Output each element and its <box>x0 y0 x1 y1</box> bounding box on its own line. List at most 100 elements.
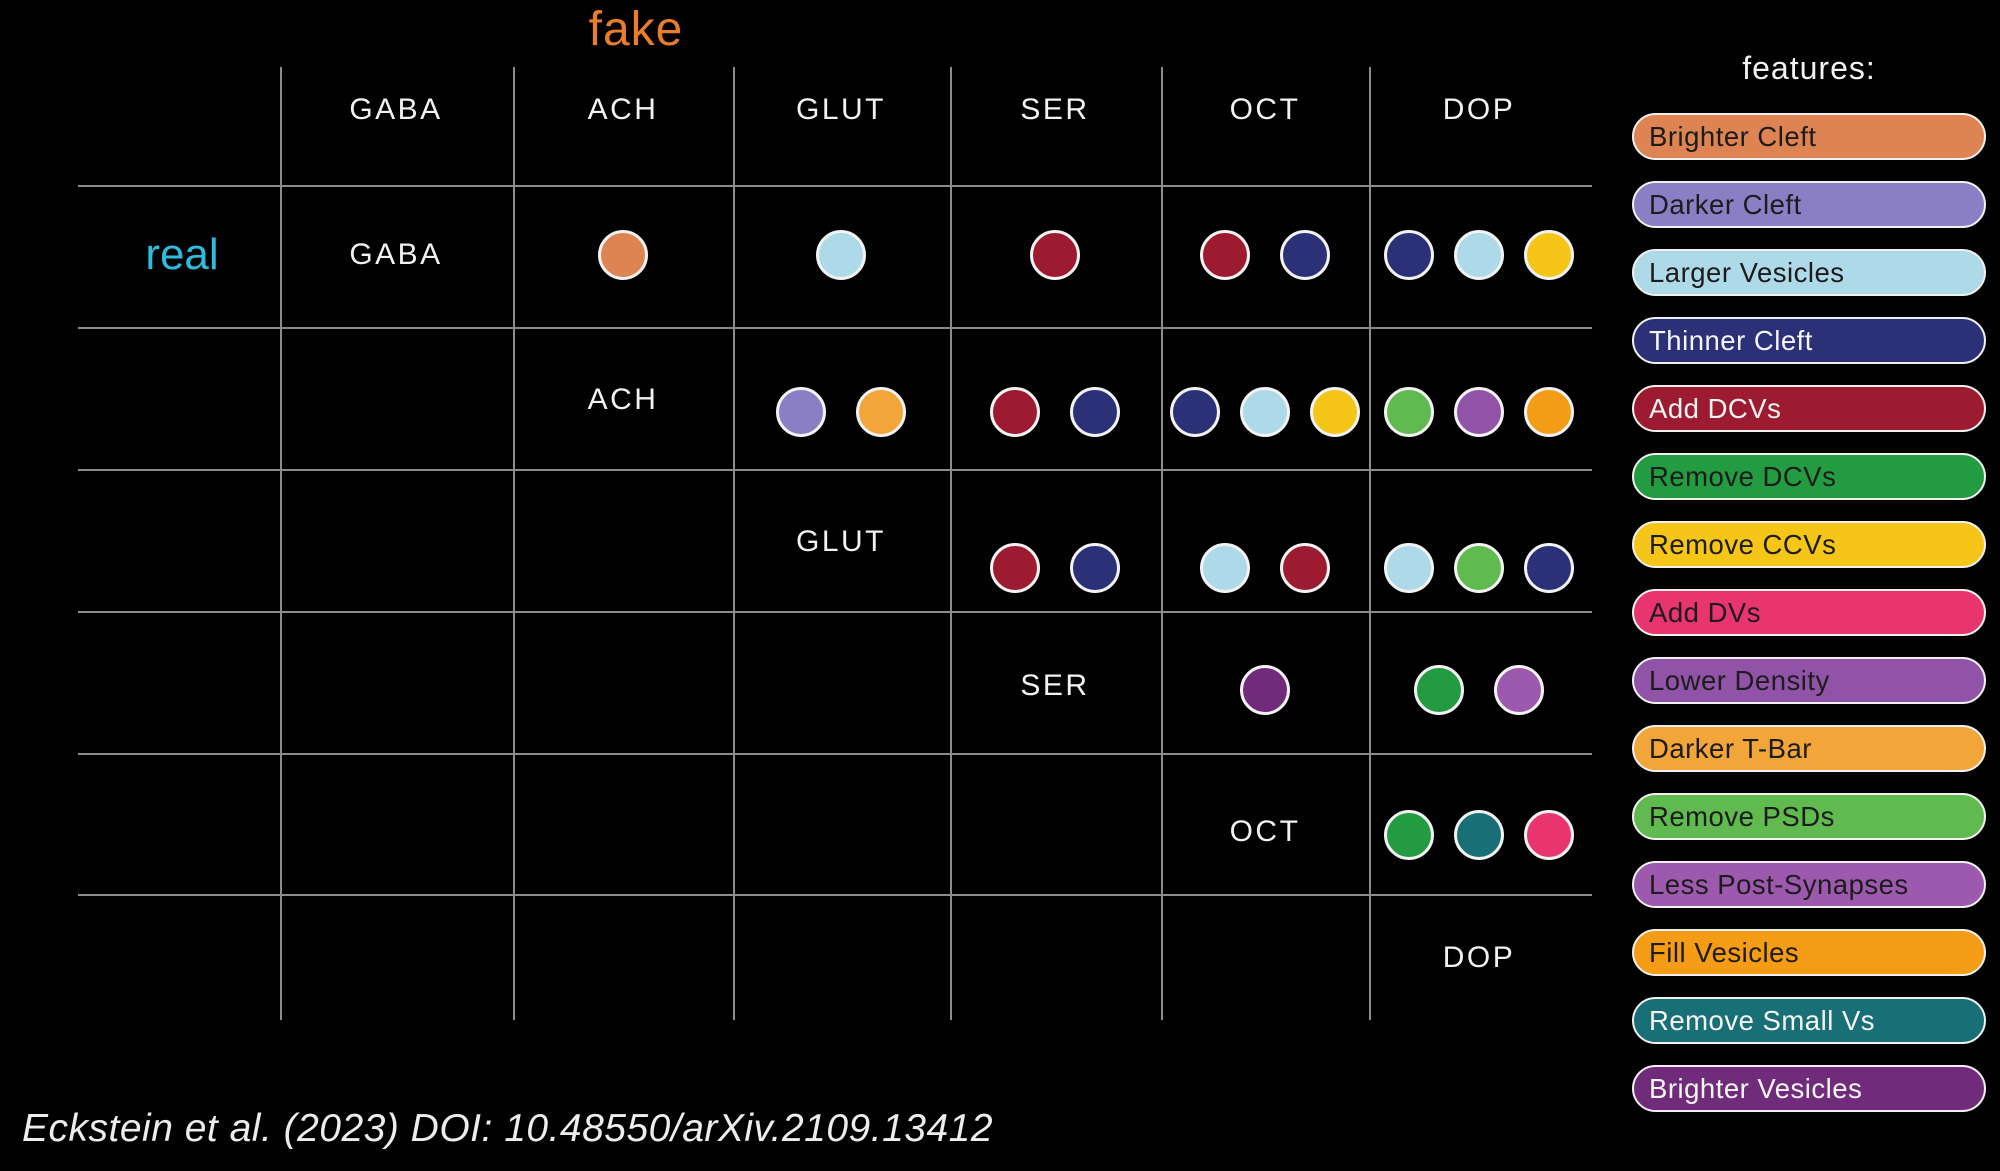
feature-dot <box>1524 810 1574 860</box>
grid-hline <box>78 327 1592 329</box>
legend-badge-label: Fill Vesicles <box>1649 936 1800 968</box>
feature-dot <box>1454 810 1504 860</box>
feature-dot <box>598 230 648 280</box>
legend-badge: Larger Vesicles <box>1632 249 1986 296</box>
feature-dot <box>856 387 906 437</box>
fake-class-label: OCT <box>1229 93 1301 126</box>
grid-vline <box>1369 67 1371 1020</box>
legend-badge: Less Post-Synapses <box>1632 861 1986 908</box>
legend-badge-label: Brighter Vesicles <box>1649 1072 1863 1104</box>
grid-hline <box>78 894 1592 896</box>
legend-badge-label: Remove CCVs <box>1649 528 1837 560</box>
feature-dot-group <box>990 543 1120 593</box>
fake-class-label: GABA <box>349 93 443 126</box>
citation-text: Eckstein et al. (2023) DOI: 10.48550/arX… <box>22 1107 994 1150</box>
legend-badge-label: Remove Small Vs <box>1649 1004 1876 1036</box>
real-axis-title: real <box>145 230 219 279</box>
feature-dot <box>816 230 866 280</box>
feature-dot <box>1070 387 1120 437</box>
grid-hline <box>78 611 1592 613</box>
legend-badge-label: Remove DCVs <box>1649 460 1837 492</box>
real-class-label: GABA <box>349 238 443 271</box>
grid-vline <box>513 67 515 1020</box>
feature-dot <box>990 543 1040 593</box>
feature-dot <box>1384 387 1434 437</box>
legend-badge: Brighter Vesicles <box>1632 1065 1986 1112</box>
real-class-label: ACH <box>587 383 659 416</box>
grid-vline <box>950 67 952 1020</box>
features-legend: features: Brighter Cleft Darker Cleft Larg… <box>1632 50 1986 1133</box>
feature-dot-group <box>1030 230 1080 280</box>
real-class-label: SER <box>1020 669 1090 702</box>
feature-dot <box>1524 543 1574 593</box>
real-class-label: DOP <box>1442 941 1516 974</box>
grid-vline <box>733 67 735 1020</box>
legend-badge-label: Add DVs <box>1649 596 1762 628</box>
legend-badge: Remove DCVs <box>1632 453 1986 500</box>
feature-dot-group <box>598 230 648 280</box>
legend-badge: Darker Cleft <box>1632 181 1986 228</box>
feature-dot-group <box>1240 665 1290 715</box>
fake-class-label: GLUT <box>795 93 887 126</box>
feature-dot <box>1454 387 1504 437</box>
feature-dot <box>1454 543 1504 593</box>
feature-dot-group <box>1384 230 1574 280</box>
legend-badge: Lower Density <box>1632 657 1986 704</box>
feature-dot <box>1170 387 1220 437</box>
feature-dot-group <box>1384 810 1574 860</box>
feature-dot <box>1200 543 1250 593</box>
legend-badge-label: Add DCVs <box>1649 392 1782 424</box>
feature-dot <box>1524 230 1574 280</box>
legend-badge: Add DVs <box>1632 589 1986 636</box>
feature-dot <box>776 387 826 437</box>
grid-hline <box>78 469 1592 471</box>
feature-dot <box>1280 230 1330 280</box>
legend-badge-label: Darker Cleft <box>1649 188 1802 220</box>
legend-badge-label: Brighter Cleft <box>1649 120 1817 152</box>
feature-dot-group <box>816 230 866 280</box>
legend-list: Brighter Cleft Darker Cleft Larger Vesicle… <box>1632 113 1986 1112</box>
feature-dot <box>1384 543 1434 593</box>
feature-dot <box>1454 230 1504 280</box>
fake-axis-title: fake <box>588 3 684 56</box>
feature-dot-group <box>1414 665 1544 715</box>
feature-dot <box>1524 387 1574 437</box>
feature-dot <box>1240 665 1290 715</box>
grid-vline <box>280 67 282 1020</box>
feature-dot-group <box>1384 387 1574 437</box>
legend-badge: Thinner Cleft <box>1632 317 1986 364</box>
legend-title: features: <box>1742 50 1876 86</box>
legend-badge-label: Larger Vesicles <box>1649 256 1845 288</box>
real-class-label: GLUT <box>795 525 887 558</box>
feature-dot <box>1310 387 1360 437</box>
real-class-label: OCT <box>1229 815 1301 848</box>
legend-badge: Remove CCVs <box>1632 521 1986 568</box>
legend-badge: Remove PSDs <box>1632 793 1986 840</box>
grid-hline <box>78 753 1592 755</box>
fake-class-label: ACH <box>587 93 659 126</box>
legend-badge-label: Thinner Cleft <box>1649 324 1813 356</box>
legend-badge: Remove Small Vs <box>1632 997 1986 1044</box>
feature-dot <box>1384 810 1434 860</box>
feature-dot-group <box>1200 230 1330 280</box>
legend-badge: Darker T-Bar <box>1632 725 1986 772</box>
feature-dot-group <box>776 387 906 437</box>
feature-dot <box>1070 543 1120 593</box>
feature-dot <box>1384 230 1434 280</box>
feature-dot <box>1030 230 1080 280</box>
legend-badge: Brighter Cleft <box>1632 113 1986 160</box>
feature-dot-group <box>990 387 1120 437</box>
legend-badge-label: Less Post-Synapses <box>1649 868 1909 900</box>
grid-hline <box>78 185 1592 187</box>
feature-dot <box>1200 230 1250 280</box>
feature-dot <box>1240 387 1290 437</box>
feature-dot-group <box>1170 387 1360 437</box>
feature-dot <box>1414 665 1464 715</box>
feature-dot <box>1280 543 1330 593</box>
legend-badge: Add DCVs <box>1632 385 1986 432</box>
legend-badge-label: Remove PSDs <box>1649 800 1835 832</box>
grid-vline <box>1161 67 1163 1020</box>
legend-badge: Fill Vesicles <box>1632 929 1986 976</box>
fake-class-label: DOP <box>1442 93 1516 126</box>
